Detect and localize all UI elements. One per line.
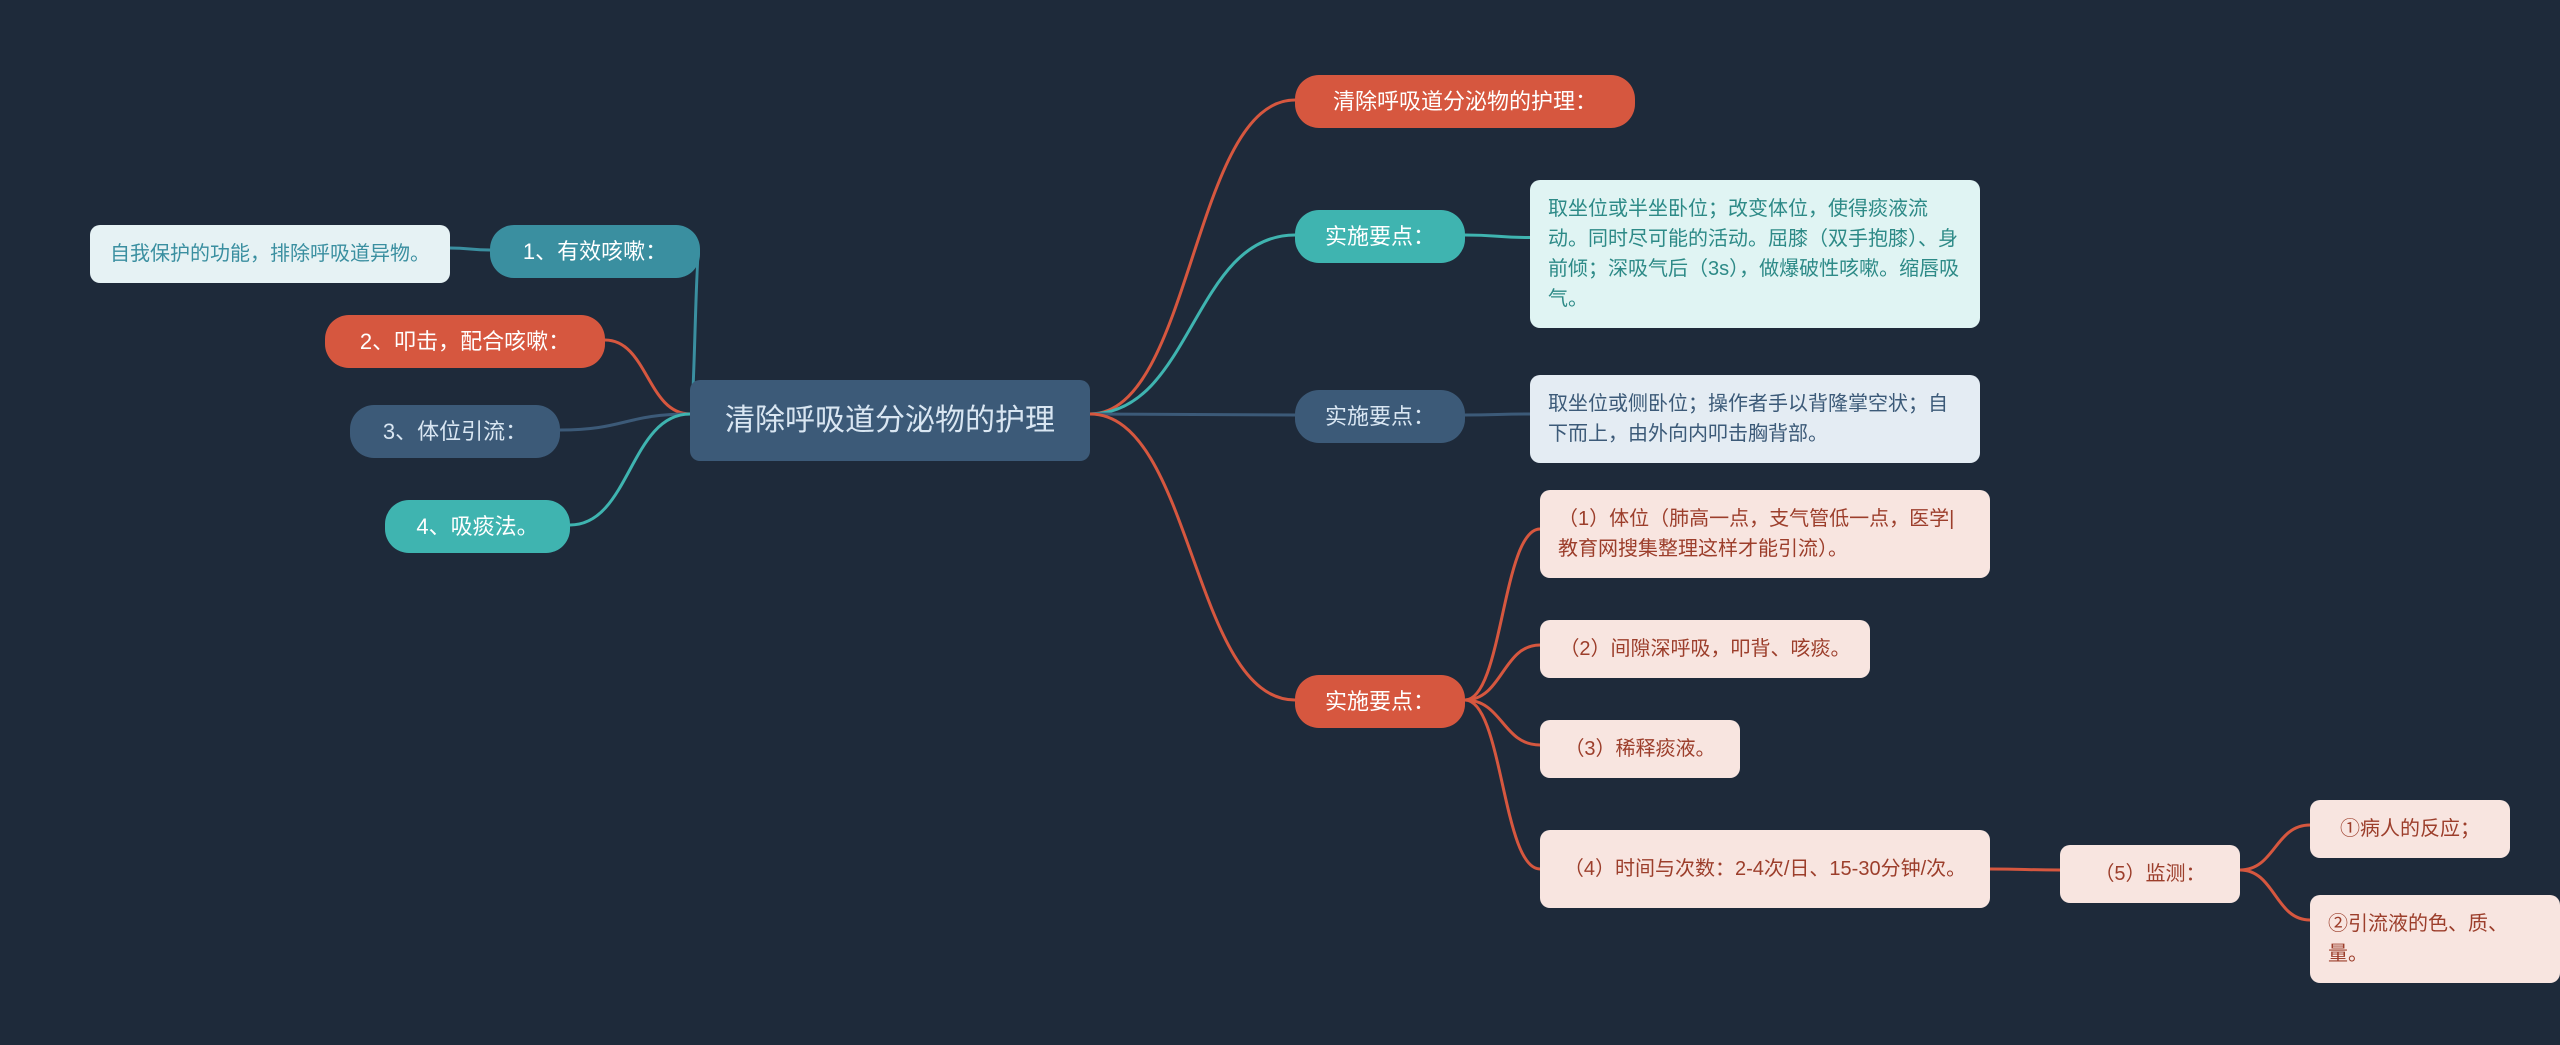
right-node-3: 实施要点： [1295,675,1465,728]
root-node: 清除呼吸道分泌物的护理 [690,380,1090,461]
left-node-1: 1、有效咳嗽： [490,225,700,278]
right-node-1-detail: 取坐位或半坐卧位；改变体位，使得痰液流动。同时尽可能的活动。屈膝（双手抱膝）、身… [1530,180,1980,328]
left-node-1-detail: 自我保护的功能，排除呼吸道异物。 [90,225,450,283]
right-node-3-child-0: （1）体位（肺高一点，支气管低一点，医学|教育网搜集整理这样才能引流）。 [1540,490,1990,578]
left-node-2: 2、叩击，配合咳嗽： [325,315,605,368]
left-node-3: 3、体位引流： [350,405,560,458]
right-node-2: 实施要点： [1295,390,1465,443]
right-node-3-child-2: （3）稀释痰液。 [1540,720,1740,778]
right-node-2-detail: 取坐位或侧卧位；操作者手以背隆掌空状；自下而上，由外向内叩击胸背部。 [1530,375,1980,463]
left-node-4: 4、吸痰法。 [385,500,570,553]
right-node-0: 清除呼吸道分泌物的护理： [1295,75,1635,128]
right-node-3-child-3-sub: （5）监测： [2060,845,2240,903]
right-node-3-child-1: （2）间隙深呼吸，叩背、咳痰。 [1540,620,1870,678]
right-node-3-child-3-sub-0: ①病人的反应； [2310,800,2510,858]
right-node-3-child-3: （4）时间与次数：2-4次/日、15-30分钟/次。 [1540,830,1990,908]
right-node-3-child-3-sub-1: ②引流液的色、质、量。 [2310,895,2560,983]
right-node-1: 实施要点： [1295,210,1465,263]
